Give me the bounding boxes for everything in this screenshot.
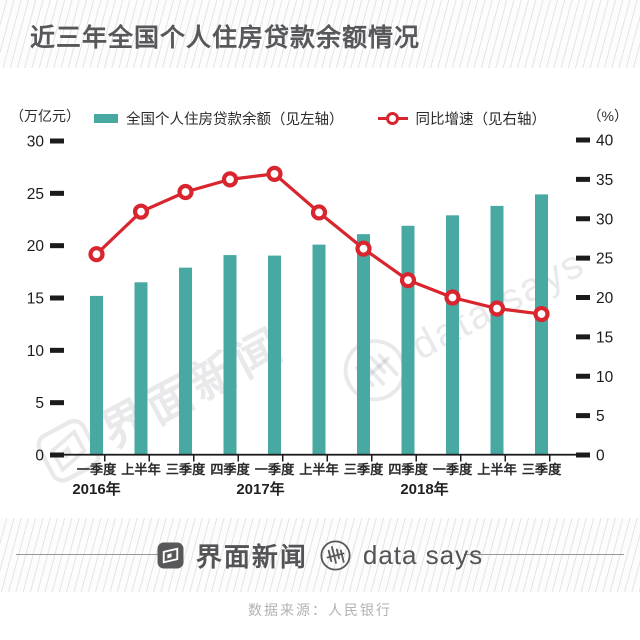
legend-item-balance: 全国个人住房贷款余额（见左轴） [94, 108, 344, 129]
watermark-brand: 界面新闻 [28, 309, 296, 493]
watermark-brand-text: 界面新闻 [92, 317, 294, 458]
chart-region: 界面新闻 data says [0, 68, 640, 518]
footer-logos: 界面新闻 data says [0, 518, 640, 592]
data-source: 数据来源：人民银行 [248, 602, 392, 618]
brand-logo-icon [157, 542, 184, 568]
page-title: 近三年全国个人住房贷款余额情况 [30, 24, 421, 52]
brand-logo-watermark-icon [36, 418, 101, 483]
watermark-datasays: data says [330, 231, 597, 415]
watermark-datasays-text: data says [403, 240, 592, 369]
datasays-logo-watermark-icon [343, 339, 406, 402]
legend-balance-label: 全国个人住房贷款余额（见左轴） [126, 112, 344, 128]
line-ring-icon [377, 110, 408, 128]
legend-growth-label: 同比增速（见右轴） [415, 112, 547, 128]
bar-swatch-icon [94, 114, 118, 123]
title-band: 近三年全国个人住房贷款余额情况 [0, 0, 640, 68]
right-axis-unit: （%） [587, 108, 628, 124]
footer-brand-text: 界面新闻 [195, 541, 308, 572]
left-axis-unit: （万亿元） [10, 108, 80, 124]
legend-item-growth: 同比增速（见右轴） [377, 108, 547, 129]
footer-band [0, 518, 640, 592]
footer-divider-left [16, 554, 176, 555]
footer-tagline-text: data says [362, 539, 484, 570]
chart-legend: 全国个人住房贷款余额（见左轴） 同比增速（见右轴） [70, 108, 570, 129]
datasays-logo-icon [320, 539, 351, 571]
footer-divider-right [464, 554, 624, 555]
